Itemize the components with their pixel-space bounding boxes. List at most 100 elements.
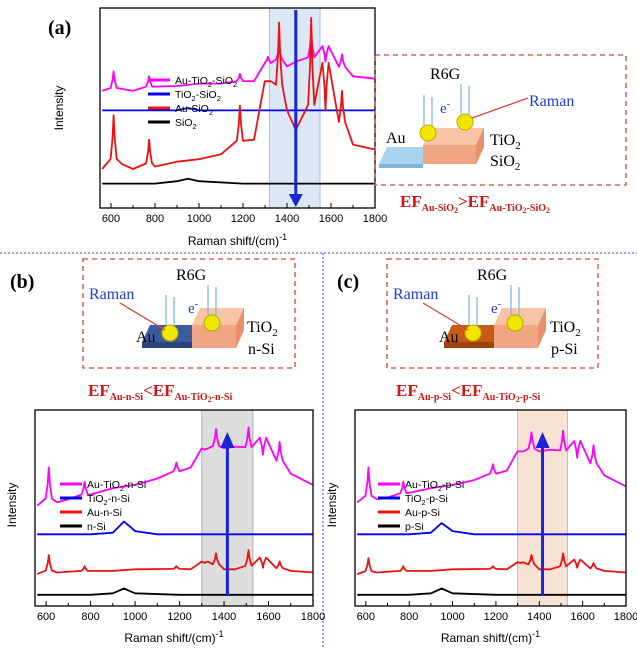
x-axis-label-text-b: Raman shift/(cm) bbox=[124, 631, 215, 645]
y-axis-label-c: Intensity bbox=[325, 483, 339, 528]
legend-label-part-c-1-post: -p-Si bbox=[426, 493, 448, 505]
arrow-head-b bbox=[220, 432, 235, 448]
diagram-b-r6g-label: R6G bbox=[176, 267, 207, 284]
x-tick-label-c-2: 1000 bbox=[440, 611, 464, 623]
x-tick-label-a-2: 1000 bbox=[187, 213, 211, 225]
legend-label-b-2: Au-n-Si bbox=[87, 507, 122, 519]
diagram-c-raman-label: Raman bbox=[393, 286, 438, 303]
series-line-b-3 bbox=[37, 587, 313, 596]
x-tick-label-b-2: 1000 bbox=[123, 611, 147, 623]
x-axis-label-c: Raman shift/(cm)-1 bbox=[441, 629, 540, 645]
diagram-c-r6g-label: R6G bbox=[477, 267, 508, 284]
diagram-a-tio2-block bbox=[423, 128, 484, 145]
legend-label-part-b-0-sub: 2 bbox=[120, 484, 124, 493]
legend-label-part-a-1-sub: 2 bbox=[192, 94, 196, 103]
ef-relation-c: EFAu-p-Si<EFAu-TiO2-p-Si bbox=[396, 381, 540, 404]
legend-label-part-c-2-pre: Au-p-Si bbox=[405, 507, 440, 519]
diagram-b-raman-label: Raman bbox=[89, 286, 134, 303]
x-tick-label-c-1: 800 bbox=[400, 611, 418, 623]
legend-label-b-0: Au-TiO2-n-Si bbox=[87, 479, 146, 493]
diagram-a-e-label: e- bbox=[440, 99, 450, 117]
diagram-a: R6G Raman e- Au TiO2 SiO2 bbox=[374, 54, 627, 186]
diagram-b: R6G Raman e- Au TiO2 n-Si bbox=[82, 258, 296, 369]
diagram-a-raman-arrow bbox=[471, 97, 529, 119]
diagram-c-oxide-label: TiO2 bbox=[550, 319, 581, 339]
diagram-a-tio2-side bbox=[423, 145, 476, 164]
x-tick-label-a-3: 1200 bbox=[231, 213, 255, 225]
x-tick-label-b-1: 800 bbox=[81, 611, 99, 623]
diagram-b-au-particle-2 bbox=[203, 314, 221, 332]
diagram-a-substrate-left bbox=[379, 147, 431, 164]
diagram-c-substrate-front bbox=[444, 342, 494, 348]
panel-label-a: (a) bbox=[48, 17, 71, 39]
legend-label-part-b-2-pre: Au-n-Si bbox=[87, 507, 122, 519]
x-axis-label-b: Raman shift/(cm)-1 bbox=[124, 629, 223, 645]
legend-label-part-a-2-pre: Au-SiO bbox=[175, 103, 209, 115]
x-tick-label-a-0: 600 bbox=[102, 213, 120, 225]
arrow-head-c bbox=[535, 432, 550, 448]
diagram-a-box bbox=[374, 54, 627, 186]
legend-label-part-a-2-sub: 2 bbox=[209, 108, 213, 117]
series-line-c-1 bbox=[357, 522, 626, 536]
x-tick-label-b-6: 1800 bbox=[301, 611, 325, 623]
diagram-c-au-particle-1 bbox=[464, 324, 482, 342]
diagram-b-tio2-side bbox=[192, 325, 236, 348]
legend-label-c-1: TiO2-p-Si bbox=[405, 493, 448, 507]
legend-label-part-c-0-sub: 2 bbox=[438, 484, 442, 493]
diagram-b-box bbox=[82, 258, 296, 369]
legend-label-part-c-3-pre: p-Si bbox=[405, 521, 424, 533]
ef-relation-b: EFAu-n-Si<EFAu-TiO2-n-Si bbox=[88, 381, 232, 404]
legend-label-part-a-0-sub: 2 bbox=[208, 80, 212, 89]
legend-label-a-2: Au-SiO2 bbox=[175, 103, 213, 117]
y-axis-label-b: Intensity bbox=[5, 483, 19, 528]
x-tick-label-c-5: 1600 bbox=[570, 611, 594, 623]
chart-b: 600 800 1000 1200 1400 1600 1800 Raman shift/(c… bbox=[5, 409, 325, 645]
y-axis-label-a: Intensity bbox=[52, 86, 66, 131]
legend-label-c-0: Au-TiO2-p-Si bbox=[405, 479, 464, 493]
x-axis-label-sup-a: -1 bbox=[279, 232, 287, 242]
diagram-a-au-particle-1 bbox=[419, 124, 437, 142]
diagram-a-au-label: Au bbox=[386, 130, 406, 147]
x-tick-label-c-4: 1400 bbox=[527, 611, 551, 623]
x-tick-label-c-6: 1800 bbox=[614, 611, 637, 623]
legend-label-part-a-0-sub2: 2 bbox=[233, 80, 237, 89]
series-line-c-0 bbox=[356, 429, 627, 504]
chart-c: 600 800 1000 1200 1400 1600 1800 Raman shift/(c… bbox=[325, 409, 637, 645]
x-tick-label-a-6: 1800 bbox=[363, 213, 387, 225]
legend-label-part-c-1-sub: 2 bbox=[422, 498, 426, 507]
legend-label-part-a-1-post: -SiO bbox=[196, 89, 217, 101]
diagram-a-raman-label: Raman bbox=[529, 93, 574, 110]
diagram-b-au-particle-1 bbox=[161, 324, 179, 342]
panel-label-c: (c) bbox=[337, 271, 359, 293]
ef-relation-a: EFAu-SiO2>EFAu-TiO2-SiO2 bbox=[400, 192, 550, 215]
diagram-c-tio2-edge bbox=[538, 308, 546, 348]
legend-label-part-b-1-sub: 2 bbox=[104, 498, 108, 507]
diagram-c-substrate-label: p-Si bbox=[551, 341, 578, 358]
series-line-b-1 bbox=[37, 520, 313, 536]
series-line-a-3 bbox=[102, 177, 375, 185]
x-axis-label-text-a: Raman shift/(cm) bbox=[188, 234, 279, 248]
diagram-a-tio2-edge bbox=[476, 128, 484, 164]
x-axis-label-text-c: Raman shift/(cm) bbox=[441, 631, 532, 645]
diagram-b-raman-arrow bbox=[119, 302, 166, 331]
x-tick-label-b-0: 600 bbox=[37, 611, 55, 623]
legend-label-part-a-0-post: -SiO bbox=[212, 75, 233, 87]
diagram-b-au-label: Au bbox=[136, 329, 156, 346]
legend-label-part-b-3-pre: n-Si bbox=[87, 521, 106, 533]
diagram-c-e-label: e- bbox=[491, 299, 501, 317]
series-line-a-1 bbox=[102, 107, 375, 112]
series-line-c-2 bbox=[356, 552, 627, 575]
diagram-c-raman-arrow bbox=[422, 302, 469, 331]
chart-a: 600 800 1000 1200 1400 1600 1800 Raman shift/(c… bbox=[52, 7, 387, 248]
x-tick-label-a-5: 1600 bbox=[319, 213, 343, 225]
diagram-b-substrate-front bbox=[142, 342, 192, 348]
diagram-a-substrate-front bbox=[379, 164, 423, 168]
legend-label-part-c-0-post: -p-Si bbox=[442, 479, 464, 491]
diagram-c-au-particle-2 bbox=[506, 314, 524, 332]
diagram-c-box bbox=[386, 258, 599, 369]
series-line-a-2 bbox=[101, 16, 376, 170]
x-tick-label-a-4: 1400 bbox=[275, 213, 299, 225]
diagram-c-tio2-side bbox=[494, 325, 538, 348]
legend-label-b-1: TiO2-n-Si bbox=[87, 493, 130, 507]
legend-label-part-a-1-pre: TiO bbox=[175, 89, 192, 101]
